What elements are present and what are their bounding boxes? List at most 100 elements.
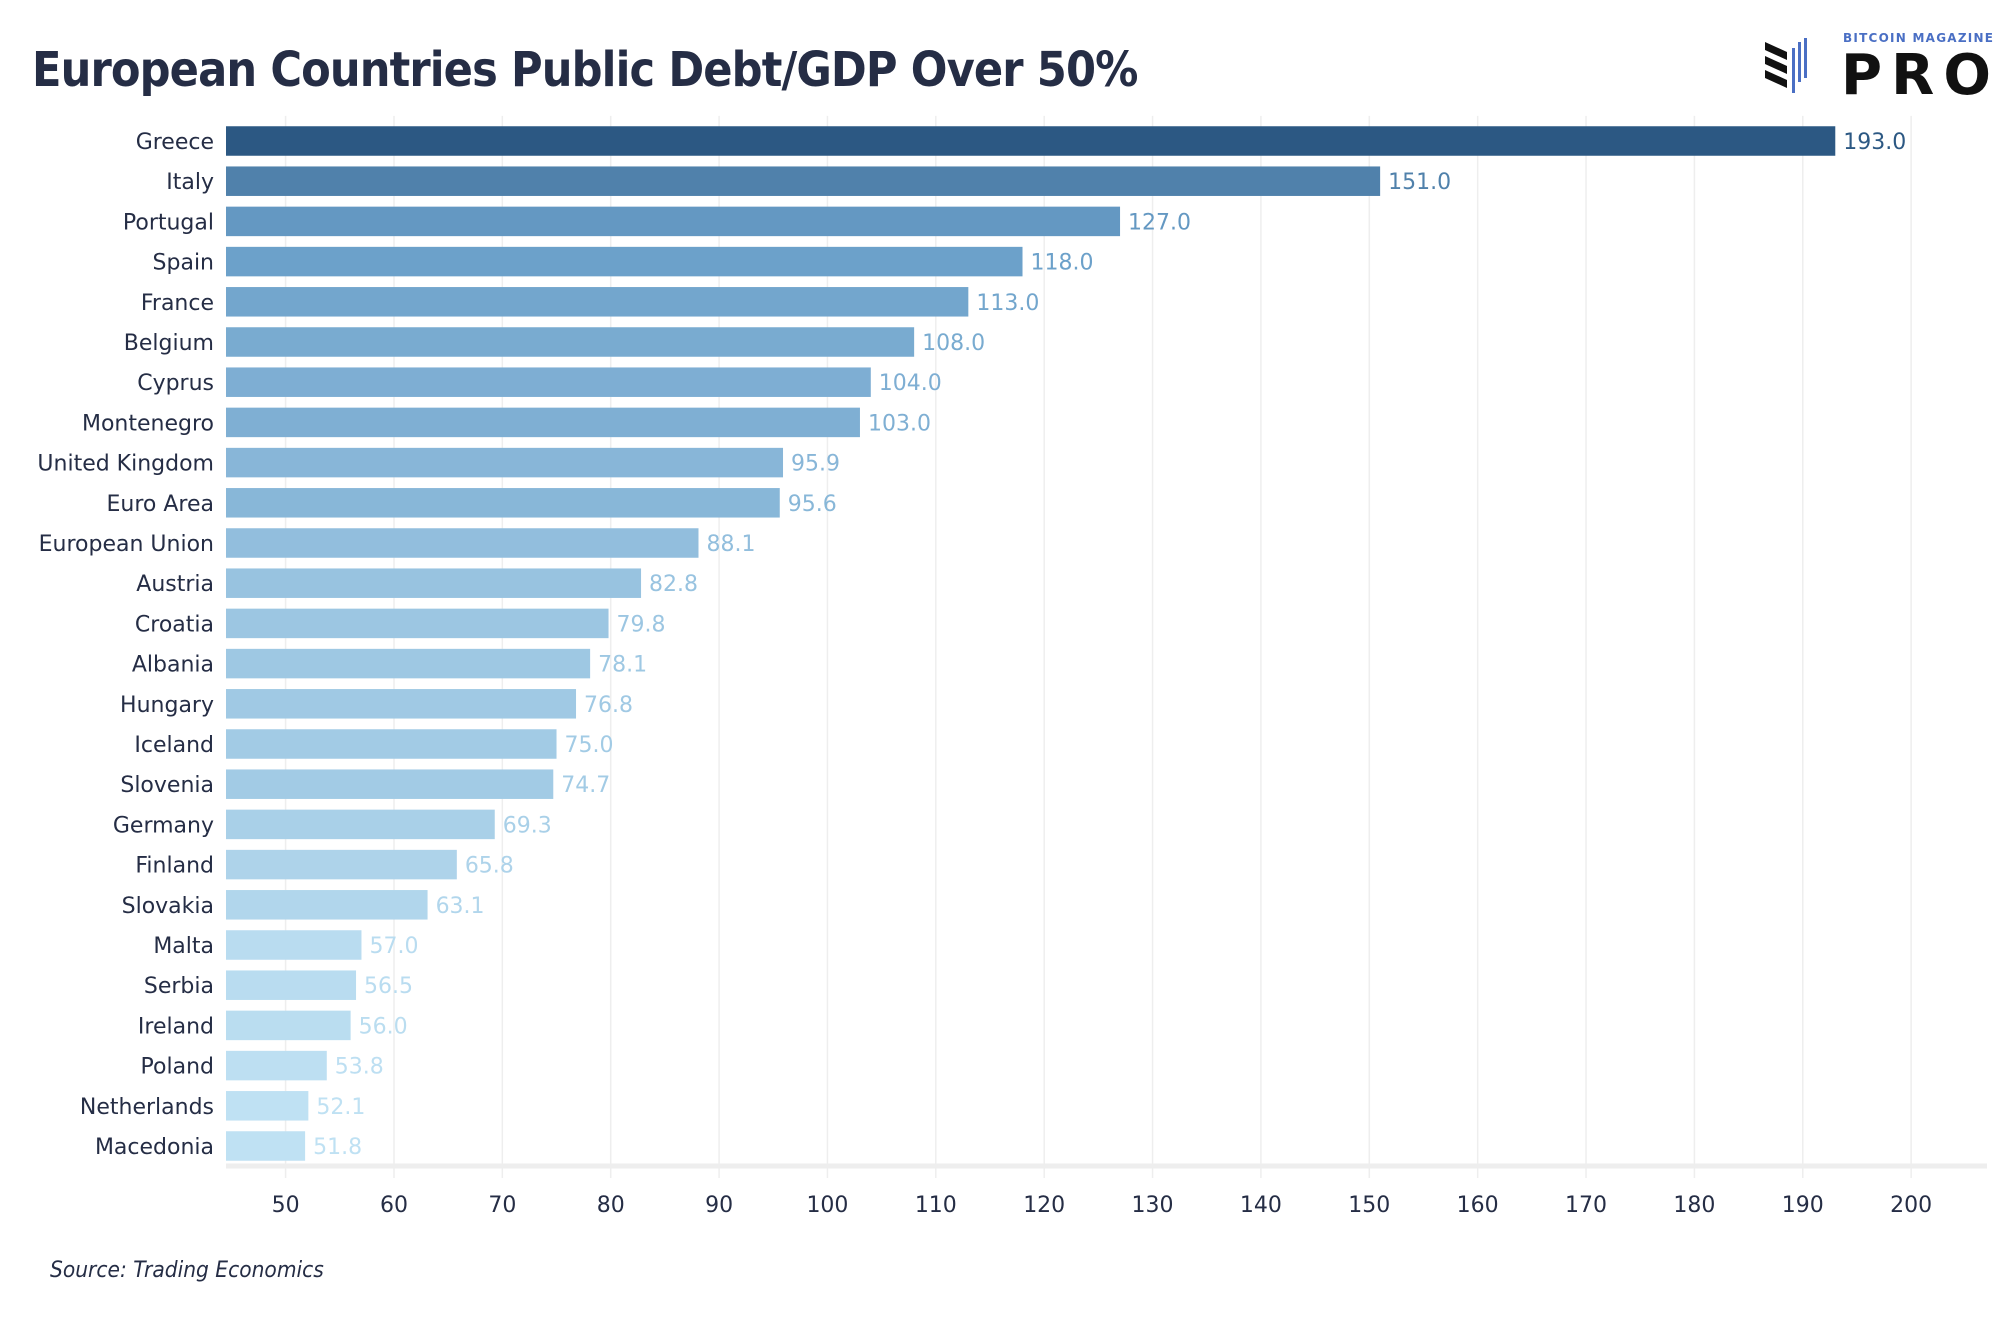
x-tick-label: 120 — [1023, 1193, 1065, 1218]
bar-slovenia — [226, 769, 554, 799]
category-label: Hungary — [120, 693, 214, 718]
x-tick-label: 130 — [1132, 1193, 1174, 1218]
value-label: 95.6 — [788, 492, 837, 517]
category-label: Belgium — [124, 331, 214, 356]
category-label: Slovenia — [120, 773, 214, 798]
bar-serbia — [226, 970, 357, 1000]
x-tick-label: 200 — [1890, 1193, 1932, 1218]
x-tick-label: 110 — [915, 1193, 957, 1218]
category-label: European Union — [39, 532, 214, 557]
chart-title: European Countries Public Debt/GDP Over … — [32, 42, 1138, 98]
bar-italy — [226, 166, 1381, 196]
x-tick-label: 80 — [597, 1193, 625, 1218]
x-tick-label: 100 — [806, 1193, 848, 1218]
value-label: 127.0 — [1128, 210, 1191, 235]
bar-cyprus — [226, 367, 871, 397]
category-label: Finland — [135, 854, 214, 879]
x-tick-label: 50 — [272, 1193, 300, 1218]
value-label: 88.1 — [706, 532, 755, 557]
bar-chart: 50 60 70 80 90 100 110 120 130 140 150 160 170 180 190… — [37, 115, 1987, 1218]
category-label: Montenegro — [82, 411, 214, 436]
value-label: 75.0 — [565, 733, 614, 758]
bar-france — [226, 287, 969, 317]
bar-malta — [226, 930, 362, 960]
category-label: Greece — [136, 130, 214, 155]
value-label: 51.8 — [313, 1135, 362, 1160]
category-label: Germany — [113, 813, 214, 838]
category-label: Netherlands — [80, 1095, 214, 1120]
x-tick-label: 60 — [380, 1193, 408, 1218]
bar-netherlands — [226, 1091, 309, 1121]
value-label: 95.9 — [791, 452, 840, 477]
x-tick-label: 90 — [705, 1193, 733, 1218]
bar-slovakia — [226, 890, 428, 920]
bar-spain — [226, 246, 1023, 277]
value-label: 53.8 — [335, 1055, 384, 1080]
x-tick-label: 140 — [1240, 1193, 1282, 1218]
value-label: 57.0 — [369, 934, 418, 959]
bar-croatia — [226, 608, 609, 639]
bar-united-kingdom — [226, 447, 784, 478]
bar-albania — [226, 648, 591, 679]
bar-germany — [226, 809, 495, 840]
value-label: 52.1 — [316, 1095, 365, 1120]
bar-belgium — [226, 327, 915, 357]
value-label: 82.8 — [649, 572, 698, 597]
value-label: 79.8 — [617, 612, 666, 637]
category-label: Euro Area — [107, 492, 215, 517]
value-label: 76.8 — [584, 693, 633, 718]
value-label: 118.0 — [1031, 251, 1094, 276]
value-label: 63.1 — [436, 894, 485, 919]
category-label: Macedonia — [95, 1135, 214, 1160]
category-label: Iceland — [134, 733, 214, 758]
category-label: Spain — [153, 251, 214, 276]
value-label: 151.0 — [1388, 170, 1451, 195]
category-label: Albania — [132, 653, 214, 678]
svg-text:BITCOIN MAGAZINE: BITCOIN MAGAZINE — [1843, 31, 1993, 45]
category-label: Poland — [141, 1055, 214, 1080]
bar-euro-area — [226, 488, 780, 518]
x-tick-label: 190 — [1782, 1193, 1824, 1218]
bar-greece — [226, 126, 1836, 156]
x-tick-label: 160 — [1457, 1193, 1499, 1218]
bar-macedonia — [226, 1131, 306, 1161]
value-label: 74.7 — [561, 773, 610, 798]
bar-iceland — [226, 729, 557, 759]
x-tick-label: 70 — [488, 1193, 516, 1218]
value-label: 56.5 — [364, 974, 413, 999]
bitcoin-magazine-pro-logo: BITCOIN MAGAZINE PRO — [1765, 31, 1993, 105]
category-label: Ireland — [138, 1014, 214, 1039]
bar-poland — [226, 1050, 327, 1081]
source-note: Source: Trading Economics — [50, 1258, 324, 1283]
bar-hungary — [226, 689, 577, 719]
bar-portugal — [226, 206, 1121, 237]
category-label: Cyprus — [137, 371, 214, 396]
x-tick-label: 150 — [1348, 1193, 1390, 1218]
category-label: Slovakia — [122, 894, 214, 919]
category-label: France — [141, 291, 214, 316]
category-label: Serbia — [144, 974, 214, 999]
category-label: United Kingdom — [37, 452, 214, 477]
value-label: 65.8 — [465, 854, 514, 879]
bar-european-union — [226, 528, 699, 558]
category-label: Croatia — [135, 612, 214, 637]
bar-austria — [226, 568, 642, 598]
value-label: 56.0 — [359, 1014, 408, 1039]
svg-text:PRO: PRO — [1841, 43, 1991, 105]
value-label: 69.3 — [503, 813, 552, 838]
category-label: Italy — [166, 170, 214, 195]
value-label: 193.0 — [1843, 130, 1906, 155]
bar-finland — [226, 849, 457, 880]
value-label: 78.1 — [598, 653, 647, 678]
category-label: Austria — [136, 572, 214, 597]
value-label: 108.0 — [922, 331, 985, 356]
category-label: Portugal — [123, 210, 214, 235]
category-label: Malta — [153, 934, 214, 959]
bar-montenegro — [226, 407, 860, 438]
logo-stripes-icon — [1765, 38, 1807, 93]
bar-ireland — [226, 1010, 351, 1041]
value-label: 104.0 — [879, 371, 942, 396]
value-label: 103.0 — [868, 411, 931, 436]
value-label: 113.0 — [976, 291, 1039, 316]
x-tick-label: 180 — [1673, 1193, 1715, 1218]
